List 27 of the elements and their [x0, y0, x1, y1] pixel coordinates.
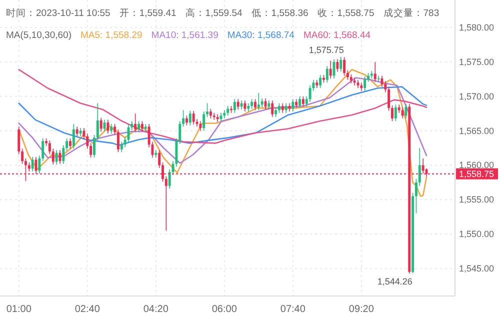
- y-tick-label: 1,570.00: [459, 91, 494, 102]
- line-series: [18, 68, 428, 144]
- annotation: 收：1,558.75: [317, 8, 374, 19]
- y-tick-label: 1,560.00: [459, 160, 494, 170]
- annotation: 1,544.26: [377, 276, 412, 287]
- x-tick-label: 07:40: [280, 304, 306, 315]
- ref-line-label: 1,558.75: [459, 168, 494, 179]
- annotation: 开：1,559.41: [119, 8, 176, 19]
- y-tick-label: 1,545.00: [459, 263, 494, 274]
- annotation: 高：1,559.54: [185, 7, 242, 19]
- x-tick-label: 01:00: [6, 304, 32, 315]
- annotation: 成交量：783: [383, 7, 440, 19]
- line-series: [18, 77, 428, 164]
- line-series: [18, 68, 428, 197]
- x-tick-label: 09:20: [348, 304, 374, 315]
- annotation: 时间：2023-10-11 10:55: [6, 7, 110, 19]
- y-tick-label: 1,565.00: [459, 126, 494, 136]
- y-tick-label: 1,575.00: [459, 56, 494, 67]
- y-tick-label: 1,555.00: [459, 194, 494, 205]
- annotation: 1,575.75: [308, 44, 344, 55]
- annotation: 低：1,558.36: [251, 8, 308, 19]
- x-tick-label: 02:40: [74, 304, 100, 315]
- x-tick-label: 04:20: [143, 304, 169, 315]
- x-tick-label: 06:00: [212, 304, 238, 315]
- y-tick-label: 1,580.00: [459, 22, 494, 33]
- legend: MA(5,10,30,60) MA5: 1,558.29 MA10: 1,561.39 MA30: 1,568.74 MA60: 1,568.44: [6, 30, 371, 41]
- y-tick-label: 1,550.00: [459, 229, 494, 240]
